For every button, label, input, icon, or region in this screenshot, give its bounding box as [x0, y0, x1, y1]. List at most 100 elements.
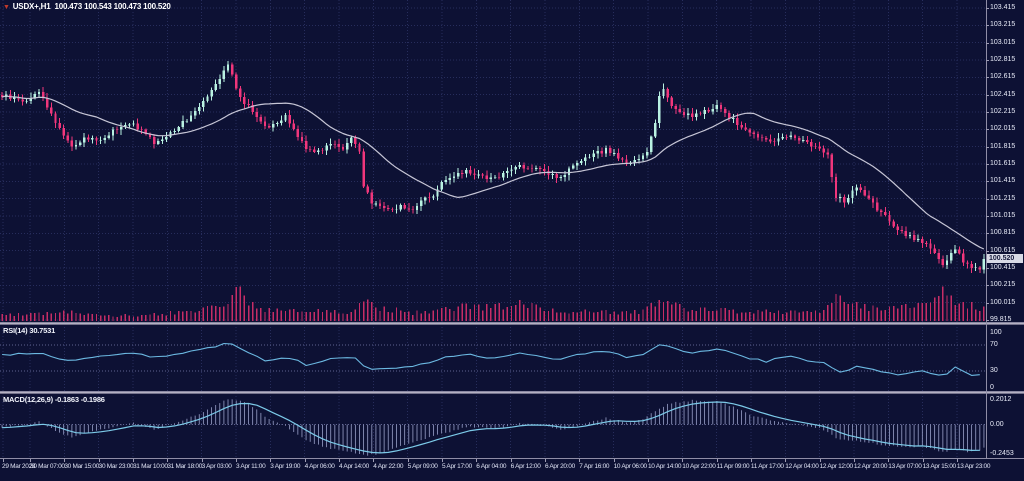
price-tick-label: 103.415: [990, 4, 1016, 11]
price-tick-mark: [986, 163, 989, 165]
time-tick-mark: [750, 459, 752, 462]
time-tick-label: 30 Mar 07:00: [30, 463, 65, 470]
time-tick-label: 6 Apr 20:00: [544, 463, 575, 470]
macd-pane[interactable]: [0, 394, 986, 458]
time-tick-mark: [407, 459, 409, 462]
rsi-pane[interactable]: [0, 325, 986, 391]
price-tick-label: 100.015: [990, 298, 1016, 306]
price-tick-label: 102.615: [990, 73, 1016, 81]
macd-histogram: [1, 399, 985, 456]
macd-values: -0.1863 -0.1986: [54, 395, 105, 404]
rsi-axis-label: 100: [990, 329, 1002, 336]
time-tick-label: 5 Apr 09:00: [407, 463, 438, 470]
price-tick-mark: [986, 77, 989, 79]
price-tick-mark: [986, 215, 989, 217]
macd-axis-label: 0.00: [990, 420, 1004, 428]
macd-axis-label: -0.2453: [990, 450, 1014, 457]
rsi-axis-label: 0: [990, 384, 994, 391]
time-tick-label: 13 Apr 07:00: [888, 463, 922, 470]
time-tick-mark: [647, 459, 649, 462]
time-tick-label: 11 Apr 17:00: [750, 463, 784, 470]
price-tick-mark: [986, 94, 989, 96]
price-tick-label: 101.215: [990, 194, 1016, 202]
price-tick-mark: [986, 8, 989, 9]
time-tick-label: 12 Apr 20:00: [853, 463, 888, 470]
time-tick-label: 4 Apr 14:00: [338, 463, 369, 470]
ohlc-readout: 100.473 100.543 100.473 100.520: [54, 2, 171, 11]
macd-readout: MACD(12,26,9) -0.1863 -0.1986: [3, 395, 105, 404]
time-tick-mark: [338, 459, 340, 462]
time-tick-label: 31 Mar 10:00: [132, 463, 168, 470]
time-tick-mark: [441, 459, 443, 462]
time-tick-label: 10 Apr 14:00: [647, 463, 682, 470]
rsi-line: [2, 342, 980, 376]
price-tick-mark: [986, 302, 989, 304]
volume-layer: [1, 286, 985, 321]
time-tick-label: 3 Apr 11:00: [235, 463, 266, 470]
time-tick-label: 3 Apr 19:00: [270, 463, 301, 470]
rsi-label: RSI(14): [3, 326, 28, 335]
time-tick-label: 12 Apr 04:00: [785, 463, 819, 470]
price-tick-mark: [986, 198, 989, 200]
time-tick-mark: [716, 459, 718, 462]
time-tick-mark: [476, 459, 478, 462]
time-tick-mark: [579, 459, 581, 462]
pane-splitter-rsi[interactable]: [0, 322, 1024, 325]
time-tick-label: 12 Apr 12:00: [819, 463, 854, 470]
time-tick-mark: [132, 459, 134, 462]
price-tick-label: 100.615: [990, 246, 1016, 254]
time-tick-mark: [613, 459, 615, 462]
macd-axis-label: 0.2012: [990, 396, 1012, 403]
time-tick-mark: [922, 459, 924, 462]
chart-title: ▼ USDX+,H1 100.473 100.543 100.473 100.52…: [3, 2, 171, 11]
time-tick-label: 10 Apr 22:00: [682, 463, 716, 470]
time-tick-label: 4 Apr 06:00: [304, 463, 335, 470]
macd-signal-line: [2, 401, 980, 454]
time-tick-label: 7 Apr 16:00: [579, 463, 610, 470]
time-tick-label: 3 Apr 03:00: [201, 463, 232, 470]
time-tick-mark: [167, 459, 169, 462]
price-tick-mark: [986, 267, 989, 269]
price-tick-label: 102.015: [990, 125, 1016, 133]
grid-layer: [0, 0, 986, 458]
price-tick-label: 100.415: [990, 263, 1016, 271]
price-tick-mark: [986, 250, 989, 252]
main-price-pane[interactable]: [0, 0, 986, 322]
price-tick-mark: [986, 319, 989, 321]
time-tick-mark: [304, 459, 306, 462]
price-tick-label: 100.215: [990, 281, 1016, 289]
price-tick-mark: [986, 111, 989, 113]
symbol-marker-icon: ▼: [3, 4, 10, 11]
time-tick-mark: [201, 459, 203, 462]
price-tick-label: 102.215: [990, 107, 1016, 115]
time-tick-mark: [3, 459, 4, 462]
time-tick-label: 30 Mar 23:00: [98, 463, 134, 470]
time-axis-border: [0, 458, 1024, 459]
time-tick-mark: [64, 459, 66, 462]
time-tick-label: 6 Apr 12:00: [510, 463, 541, 470]
time-tick-label: 5 Apr 17:00: [441, 463, 472, 470]
price-tick-label: 99.815: [990, 315, 1012, 323]
time-tick-mark: [270, 459, 272, 462]
time-tick-label: 13 Apr 15:00: [922, 463, 957, 470]
rsi-axis-label: 30: [990, 367, 998, 375]
price-tick-mark: [986, 129, 989, 131]
time-tick-mark: [853, 459, 855, 462]
time-tick-mark: [956, 459, 958, 462]
time-tick-mark: [888, 459, 890, 462]
price-tick-mark: [986, 233, 989, 235]
time-tick-mark: [510, 459, 512, 462]
time-tick-mark: [98, 459, 100, 462]
price-tick-label: 102.415: [990, 90, 1016, 98]
price-tick-label: 101.815: [990, 142, 1016, 150]
time-tick-mark: [819, 459, 821, 462]
price-tick-label: 100.815: [990, 229, 1016, 237]
price-tick-label: 103.015: [990, 38, 1016, 46]
time-tick-label: 31 Mar 18:00: [167, 463, 203, 470]
pane-splitter-macd[interactable]: [0, 391, 1024, 394]
price-axis-border: [986, 0, 987, 458]
candles-layer: [0, 60, 986, 274]
time-tick-label: 29 Mar 2023: [2, 463, 36, 470]
time-tick-mark: [373, 459, 375, 462]
